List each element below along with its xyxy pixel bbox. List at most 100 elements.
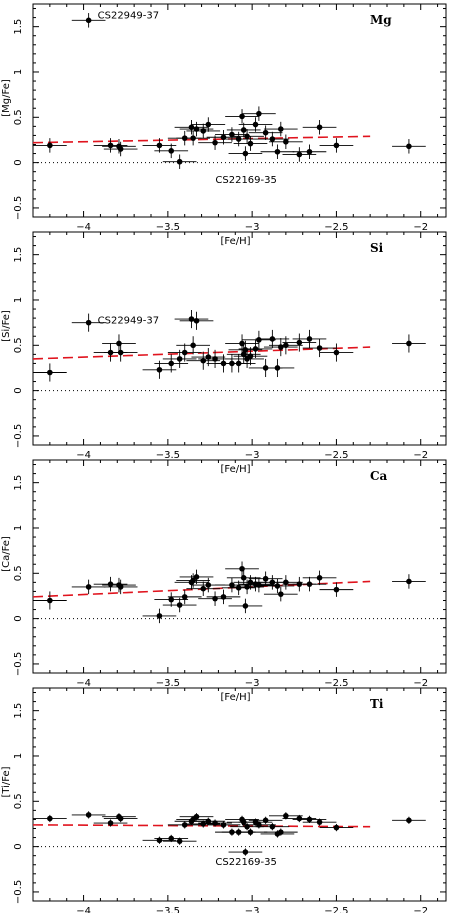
panel-ca-marker [193, 574, 200, 580]
panel-ti-marker [242, 849, 249, 855]
panel-mg-marker [274, 148, 281, 155]
panel-ca-data-point [206, 589, 241, 605]
panel-ti-data-point [179, 813, 214, 821]
panel-ca-marker [306, 581, 313, 587]
panel-si-ytick-label: −0.5 [13, 424, 24, 448]
panel-si-data-point [392, 334, 426, 353]
panel-ca-data-point [93, 576, 128, 592]
panel-ca-xtick-label: −3.5 [156, 678, 180, 689]
panel-ca-data-point [392, 574, 426, 589]
panel-ca-marker [156, 613, 163, 619]
panel-mg-marker [278, 126, 284, 132]
panel-ca-marker [168, 596, 175, 603]
panel-ti-frame [32, 687, 447, 902]
panel-si-data-point [255, 329, 290, 349]
panel-mg-data-point [230, 129, 264, 144]
panel-ti-marker [247, 829, 254, 835]
panel-ti-marker [262, 817, 269, 824]
panel-si-data-point [179, 311, 214, 330]
panel-ca-data-point [292, 576, 327, 592]
panel-ti-marker [176, 838, 183, 844]
panel-mg-marker [176, 158, 183, 165]
panel-si-trend-line [32, 346, 371, 360]
panel-mg-ylabel: [Mg/Fe] [1, 79, 12, 117]
panel-si-marker [256, 337, 262, 343]
panel-si-marker [47, 369, 53, 376]
panel-si-marker [168, 360, 175, 367]
panel-ti-marker [406, 817, 412, 824]
panel-si-frame [32, 231, 447, 446]
panel-ca-marker [47, 597, 53, 604]
panel-mg-data-point [263, 121, 298, 137]
panel-mg-marker [200, 128, 207, 134]
panel-mg-marker [212, 139, 218, 146]
panel-si-data-point [302, 338, 337, 358]
panel-mg-data-point [233, 136, 268, 151]
panel-mg-data-point [71, 13, 106, 28]
panel-ca-marker [220, 594, 227, 600]
panel-ti-data-point [269, 812, 303, 820]
panel-ti-data-point [103, 814, 138, 823]
panel-si-element-label: Si [370, 241, 384, 255]
panel-mg-marker [247, 140, 254, 147]
panel-mg-frame [32, 3, 447, 218]
panel-ca-marker [181, 594, 188, 600]
panel-mg-data-point [198, 135, 232, 150]
panel-ti-ytick-label: 1.5 [13, 703, 24, 719]
panel-si-xtick-label: −2 [413, 450, 428, 461]
panel-si-marker [117, 349, 124, 356]
panel-mg-marker [107, 142, 114, 149]
panel-si-data-point [263, 338, 298, 357]
panel-mg-marker [239, 113, 245, 120]
panel-si-data-point [292, 329, 327, 349]
panel-ca-marker [242, 603, 249, 609]
panel-ti-xtick-label: −2.5 [324, 906, 348, 913]
panel-ti-data-point [206, 821, 241, 829]
panel-si-xlabel: [Fe/H] [220, 464, 250, 475]
panel-si-data-point [142, 360, 177, 379]
panel-ca-xtick-label: −3 [245, 678, 260, 689]
panel-ca-element-label: Ca [370, 469, 388, 483]
panel-si-marker [193, 318, 200, 324]
panel-si-ytick-label: 1 [13, 297, 24, 303]
panel-ca-marker [240, 575, 247, 581]
panel-ca-marker [278, 591, 284, 597]
panel-ti-marker [107, 820, 114, 826]
panel-mg-marker [47, 142, 53, 149]
panel-ca-data-point [221, 580, 256, 596]
panel-ca-ylabel: [Ca/Fe] [1, 536, 12, 572]
panel-ti-data-point [162, 837, 197, 845]
panel-ca-ytick-label: 1.5 [13, 475, 24, 491]
panel-mg-element-label: Mg [370, 13, 392, 27]
panel-ti-element-label: Ti [370, 697, 384, 711]
panel-mg-marker [190, 135, 196, 141]
panel-mg-marker [168, 148, 175, 154]
panel-mg-data-point [228, 146, 263, 161]
panel-mg-xtick-label: −4 [76, 222, 91, 233]
panel-ca-data-point [162, 597, 197, 613]
panel-ca-marker [406, 578, 412, 585]
panel-mg-data-point [242, 106, 276, 121]
panel-ti-data-point [233, 828, 268, 836]
panel-si-marker [296, 339, 303, 346]
panel-si-xtick-label: −4 [76, 450, 91, 461]
panel-ca-data-point [228, 598, 263, 614]
panel-ca-data-point [154, 592, 189, 607]
panel-mg-marker [296, 151, 303, 158]
panel-ti-data-point [260, 830, 295, 838]
panel-si-marker [252, 346, 259, 352]
panel-si-marker [283, 342, 289, 349]
panel-ca-marker [107, 581, 114, 587]
panel-ca-marker [205, 582, 212, 588]
panel-ca: −4 −3.5 −3 −2.5 −2 −0.5 0 0.5 1 1.5 [Fe/H] [Ca/Fe] C… [1, 459, 447, 703]
panel-ca-frame [32, 459, 447, 674]
panel-mg-xlabel: [Fe/H] [220, 236, 250, 247]
panel-si-data-point [71, 313, 106, 332]
panel-mg-data-point [292, 144, 327, 159]
panel-ca-data-point [186, 581, 221, 596]
panel-si-data-point [221, 354, 256, 373]
panel-ti-data-point [228, 848, 263, 856]
panel-si-ytick-label: 1.5 [13, 247, 24, 263]
panel-ti-marker [306, 816, 313, 823]
